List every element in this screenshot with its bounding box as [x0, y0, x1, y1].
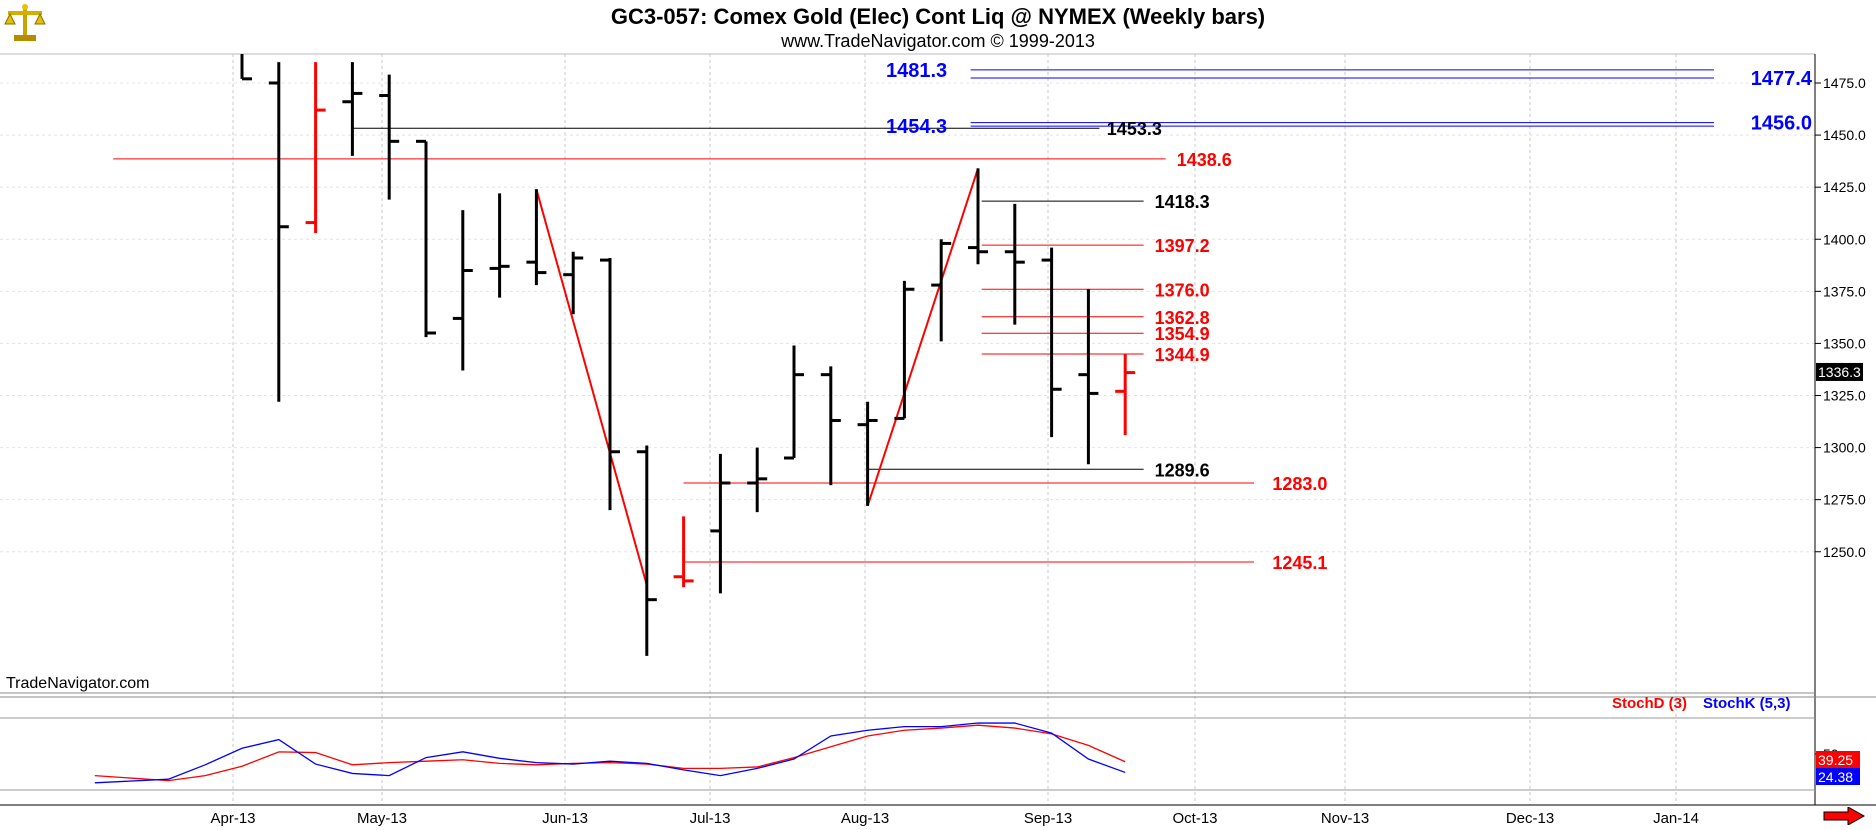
ohlc-bar: [240, 54, 252, 81]
month-tick-label: May-13: [357, 810, 407, 827]
month-tick-label: Aug-13: [841, 810, 889, 827]
price-tick-label: 1275.0: [1823, 492, 1866, 508]
stoch-value-label: 39.25: [1818, 752, 1853, 768]
level-label: 1438.6: [1177, 150, 1232, 170]
ohlc-bar: [1078, 289, 1099, 465]
level-label: 1283.0: [1272, 474, 1327, 494]
ohlc-bar: [968, 168, 988, 265]
stoch-k-line: [94, 722, 1126, 784]
ohlc-bar: [710, 453, 731, 594]
last-price-badge: [1816, 362, 1863, 381]
stoch-value-badge: [1816, 768, 1860, 785]
level-label: 1456.0: [1751, 113, 1812, 135]
ohlc-bar: [747, 447, 768, 513]
ohlc-bar: [600, 258, 620, 511]
month-tick-label: Sep-13: [1024, 810, 1072, 827]
level-label: 1289.6: [1155, 460, 1210, 480]
level-label: 1362.8: [1155, 308, 1210, 328]
month-tick-label: Jun-13: [542, 810, 588, 827]
watermark-text: TradeNavigator.com: [6, 675, 150, 692]
legend-stoch-k: StochK (5,3): [1703, 695, 1791, 712]
gold-scale-logo-icon: [2, 2, 48, 49]
ohlc-bar: [342, 62, 363, 156]
ohlc-bar: [452, 210, 473, 371]
price-tick-label: 1425.0: [1823, 179, 1866, 195]
price-tick-label: 1325.0: [1823, 388, 1866, 404]
month-tick-label: Oct-13: [1172, 810, 1217, 827]
level-label: 1418.3: [1155, 192, 1210, 212]
stoch-d-line: [94, 724, 1126, 782]
level-label: 1354.9: [1155, 324, 1210, 344]
price-tick-label: 1350.0: [1823, 335, 1866, 351]
ohlc-bar: [857, 401, 878, 506]
ohlc-bar: [673, 516, 694, 588]
ohlc-bar: [1115, 353, 1136, 436]
price-tick-label: 1300.0: [1823, 440, 1866, 456]
trendline: [535, 188, 648, 586]
trendline: [866, 168, 979, 507]
stoch-value-label: 24.38: [1818, 769, 1853, 785]
price-tick-label: 1400.0: [1823, 231, 1866, 247]
ohlc-bar: [1041, 247, 1062, 438]
ohlc-bar: [416, 139, 436, 338]
ohlc-bar: [931, 239, 952, 342]
chart-title: GC3-057: Comex Gold (Elec) Cont Liq @ NY…: [610, 4, 1266, 29]
month-tick-label: Jul-13: [690, 810, 731, 827]
chart-subtitle: www.TradeNavigator.com © 1999-2013: [781, 31, 1095, 51]
ohlc-bar: [820, 366, 841, 486]
ohlc-bar: [784, 345, 804, 460]
last-price-label: 1336.3: [1818, 364, 1861, 380]
level-label: 1477.4: [1751, 68, 1813, 90]
month-tick-label: Dec-13: [1506, 810, 1554, 827]
ohlc-bar: [489, 193, 510, 298]
level-label: 1454.3: [886, 116, 947, 138]
legend-stoch-d: StochD (3): [1612, 695, 1687, 712]
level-label: 1245.1: [1272, 553, 1327, 573]
level-label: 1481.3: [886, 60, 947, 82]
ohlc-bar: [268, 62, 289, 402]
month-tick-label: Nov-13: [1321, 810, 1369, 827]
ohlc-bar: [636, 445, 657, 656]
price-tick-label: 1450.0: [1823, 127, 1866, 143]
price-tick-label: 1375.0: [1823, 283, 1866, 299]
month-tick-label: Apr-13: [210, 810, 255, 827]
level-label: 1453.3: [1107, 119, 1162, 139]
price-tick-label: 1475.0: [1823, 75, 1866, 91]
level-label: 1397.2: [1155, 236, 1210, 256]
stoch-value-badge: [1816, 751, 1860, 768]
level-label: 1376.0: [1155, 280, 1210, 300]
ohlc-bar: [894, 280, 915, 420]
level-label: 1344.9: [1155, 345, 1210, 365]
price-tick-label: 1250.0: [1823, 544, 1866, 560]
ohlc-bar: [526, 189, 547, 286]
right-arrow-icon[interactable]: [1822, 806, 1866, 830]
month-tick-label: Jan-14: [1653, 810, 1699, 827]
ohlc-bar: [379, 74, 400, 200]
ohlc-bar: [1004, 203, 1025, 325]
ohlc-bar: [305, 62, 326, 233]
ohlc-bar: [563, 251, 584, 315]
